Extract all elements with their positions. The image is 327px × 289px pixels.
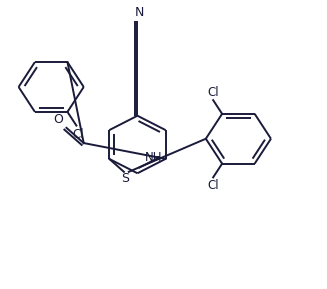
Text: Cl: Cl [207, 179, 219, 192]
Text: O: O [53, 113, 63, 126]
Text: Cl: Cl [72, 129, 84, 141]
Text: S: S [122, 173, 129, 186]
Text: NH: NH [145, 151, 163, 164]
Text: N: N [134, 6, 144, 19]
Text: Cl: Cl [207, 86, 219, 99]
